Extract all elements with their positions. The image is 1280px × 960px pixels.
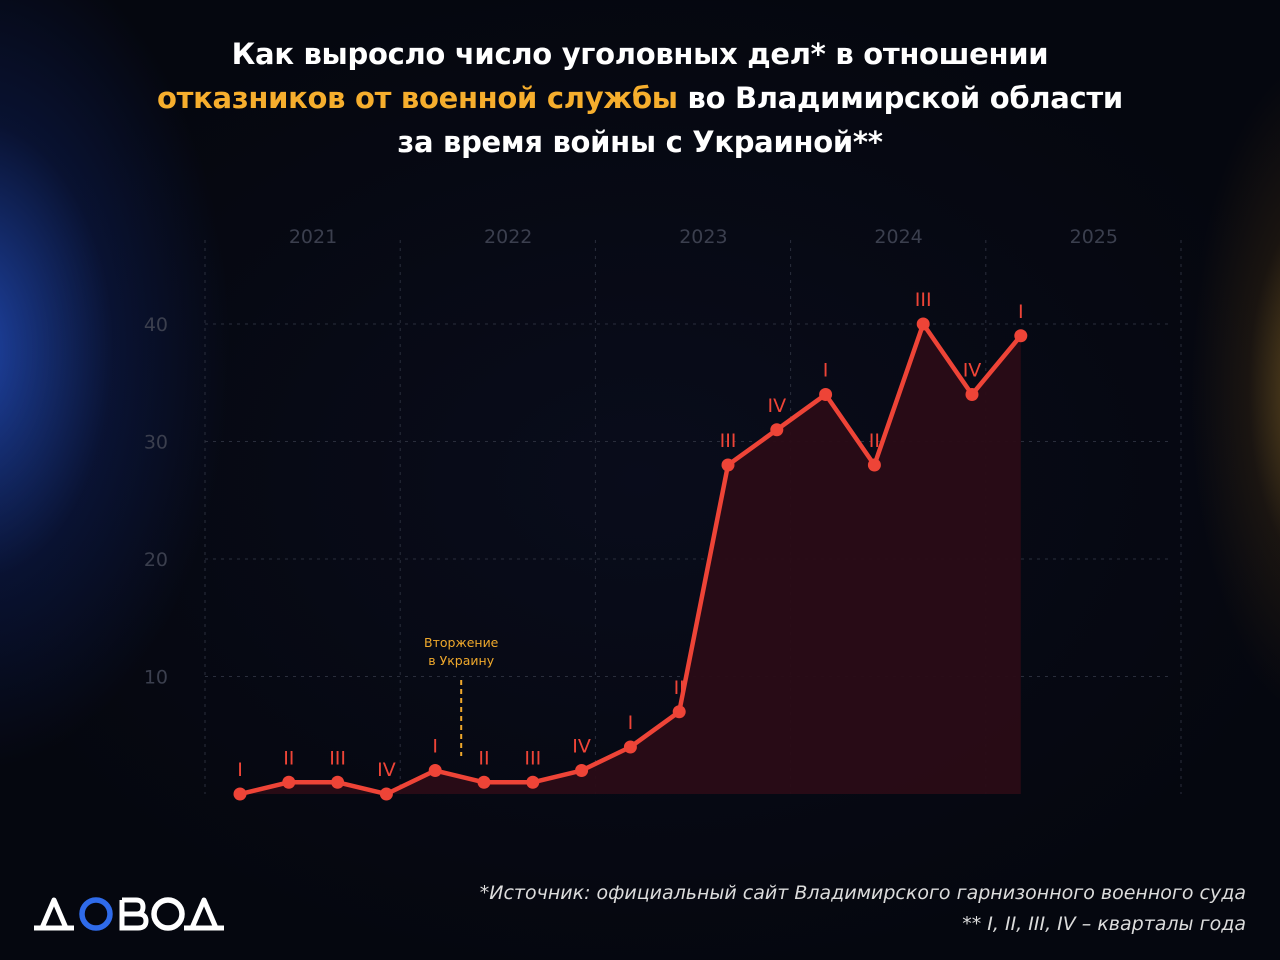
quarter-label: II — [283, 747, 294, 769]
data-point — [282, 775, 296, 789]
data-point — [623, 740, 637, 754]
year-label: 2025 — [1070, 226, 1118, 248]
year-label: 2021 — [289, 226, 337, 248]
quarter-label: II — [869, 430, 880, 452]
y-tick-label: 10 — [144, 667, 168, 689]
year-label: 2024 — [874, 226, 922, 248]
quarter-label: II — [674, 677, 685, 699]
quarter-label: IV — [377, 759, 396, 781]
title-line-1: Как выросло число уголовных дел* в отнош… — [231, 37, 1049, 71]
y-tick-label: 40 — [144, 314, 168, 336]
data-point — [331, 775, 345, 789]
footnote-quarters: ** I, II, III, IV – кварталы года — [962, 913, 1246, 935]
footnote: *Источник: официальный сайт Владимирског… — [480, 878, 1246, 940]
quarter-label: III — [524, 747, 541, 769]
quarter-label: III — [915, 289, 932, 311]
quarter-label: III — [720, 430, 737, 452]
data-point — [379, 787, 393, 801]
quarter-label: I — [1018, 301, 1024, 323]
title-line-2: отказников от военной службы во Владимир… — [0, 76, 1280, 120]
quarter-label: I — [432, 736, 438, 758]
data-point — [233, 787, 247, 801]
data-point — [575, 764, 589, 777]
y-tick-label: 30 — [144, 432, 168, 454]
annotation-label-1: Вторжение — [424, 635, 499, 650]
data-point — [965, 388, 979, 401]
data-point — [819, 388, 833, 401]
area-fill — [240, 324, 1021, 794]
data-point — [916, 317, 930, 331]
dovod-logo-icon — [34, 897, 224, 931]
year-label: 2023 — [679, 226, 727, 248]
year-label: 2022 — [484, 226, 532, 248]
chart-title: Как выросло число уголовных дел* в отнош… — [0, 32, 1280, 164]
quarter-label: III — [329, 747, 346, 769]
logo — [34, 886, 224, 934]
data-point — [672, 705, 686, 719]
quarter-label: IV — [963, 360, 982, 382]
title-line-3: за время войны с Украиной** — [397, 125, 883, 159]
quarter-label: I — [628, 712, 634, 734]
data-point — [477, 775, 491, 789]
title-line-2-rest: во Владимирской области — [677, 81, 1124, 115]
data-point — [1014, 329, 1028, 343]
title-highlight: отказников от военной службы — [157, 81, 678, 115]
quarter-label: I — [823, 360, 829, 382]
annotation-label-2: в Украину — [428, 653, 494, 668]
data-point — [721, 458, 735, 472]
footnote-source: *Источник: официальный сайт Владимирског… — [479, 882, 1246, 904]
quarter-label: II — [478, 747, 489, 769]
data-point — [526, 775, 540, 789]
data-point — [770, 423, 784, 437]
data-point — [428, 764, 442, 777]
data-point — [867, 458, 881, 472]
y-tick-label: 20 — [144, 549, 168, 571]
quarter-label: IV — [572, 736, 591, 758]
quarter-label: I — [237, 759, 243, 781]
quarter-label: IV — [767, 395, 786, 417]
